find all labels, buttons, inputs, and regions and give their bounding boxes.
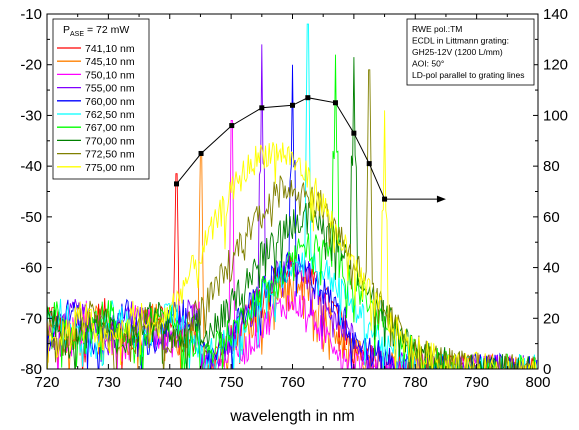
annotation-line: AOI: 50° — [412, 59, 444, 69]
y-tick-label: -60 — [20, 260, 42, 277]
y-tick-label: -30 — [20, 107, 42, 124]
legend-label: 750,10 nm — [85, 69, 135, 81]
y-right-tick-label: 0 — [543, 361, 551, 378]
legend-title-sub: ASE — [70, 31, 84, 38]
y-tick-label: -40 — [20, 158, 42, 175]
series-line-9 — [47, 110, 537, 369]
annotation-box: RWE pol.:TM ECDL in Littmann grating:GH25… — [406, 18, 535, 86]
power-point-4 — [290, 102, 295, 108]
axis-layer: 720 730 740 750 760 770 780 790 800-80-70-60-50-… — [20, 6, 568, 391]
power-arrow-head — [436, 195, 446, 203]
power-point-7 — [351, 130, 357, 136]
series-line-6 — [47, 54, 536, 369]
x-axis-title: wavelength in nm — [229, 408, 355, 425]
x-tick-label: 720 — [34, 374, 59, 391]
y-tick-label: -80 — [20, 361, 42, 378]
annotation-line: LD-pol parallel to grating lines — [412, 70, 524, 80]
x-tick-label: 740 — [157, 374, 182, 391]
annotation-line: GH25-12V (1200 L/mm) — [412, 47, 503, 57]
power-line — [176, 97, 386, 200]
x-tick-label: 730 — [96, 374, 121, 391]
legend-label: 745,10 nm — [85, 56, 135, 68]
legend-label: 772,50 nm — [85, 149, 135, 161]
y-right-tick-label: 140 — [543, 6, 568, 23]
legend-label: 741,10 nm — [85, 43, 135, 55]
legend-label: 767,00 nm — [85, 122, 135, 134]
x-tick-label: 800 — [525, 374, 550, 391]
y-right-tick-label: 60 — [543, 209, 560, 226]
power-point-2 — [229, 123, 235, 129]
power-point-1 — [198, 150, 204, 156]
x-tick-label: 790 — [464, 374, 489, 391]
power-point-8 — [366, 161, 372, 167]
annotation-line: RWE pol.:TM — [412, 24, 462, 34]
power-series-layer — [174, 95, 446, 203]
x-tick-label: 760 — [280, 374, 305, 391]
legend-label: 775,00 nm — [85, 162, 135, 174]
series-line-2 — [47, 120, 538, 369]
legend-title-main: P — [63, 24, 70, 36]
y-right-tick-label: 80 — [543, 158, 560, 175]
y-right-tick-label: 120 — [543, 57, 568, 74]
x-tick-label: 750 — [219, 374, 244, 391]
series-line-4 — [47, 64, 538, 369]
legend-label: 760,00 nm — [85, 96, 135, 108]
power-point-6 — [332, 100, 338, 106]
y-tick-label: -50 — [20, 209, 42, 226]
y-right-tick-label: 100 — [543, 107, 568, 124]
x-tick-label: 780 — [403, 374, 428, 391]
legend-title: PASE = 72 mW — [63, 24, 129, 38]
series-layer — [47, 23, 538, 369]
legend-label: 762,50 nm — [85, 109, 135, 121]
annotation-line: ECDL in Littmann grating: — [412, 36, 509, 46]
legend-label: 755,00 nm — [85, 83, 135, 95]
y-tick-label: -20 — [20, 57, 42, 74]
power-point-0 — [174, 181, 180, 187]
legend-label: 770,00 nm — [85, 135, 135, 147]
legend-title-rest: = 72 mW — [84, 24, 129, 36]
annotation-frame — [406, 18, 535, 86]
power-point-5 — [305, 95, 311, 101]
annotation-lines: RWE pol.:TM ECDL in Littmann grating:GH25… — [412, 24, 524, 80]
y-tick-label: -10 — [20, 6, 42, 23]
legend-box — [52, 18, 150, 180]
y-right-tick-label: 40 — [543, 260, 560, 277]
y-tick-label: -70 — [20, 310, 42, 327]
y-right-tick-label: 20 — [543, 310, 560, 327]
power-point-3 — [259, 105, 265, 111]
x-tick-label: 770 — [341, 374, 366, 391]
